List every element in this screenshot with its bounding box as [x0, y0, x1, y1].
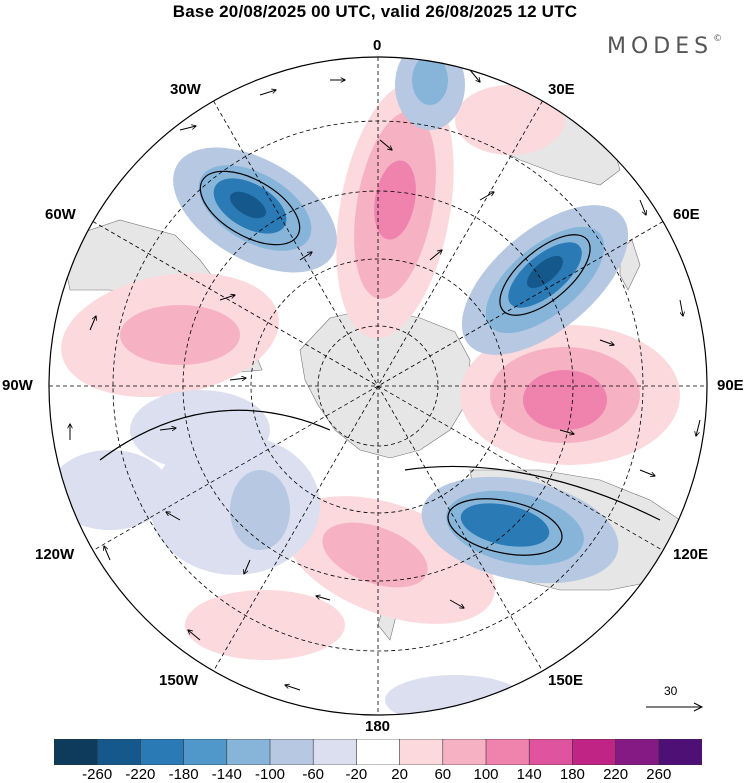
colorbar-bin — [312, 739, 358, 765]
colorbar-bin — [269, 739, 314, 765]
graticule — [49, 57, 707, 715]
modes-logo: MODES© — [607, 34, 722, 59]
colorbar-bin — [96, 739, 142, 765]
colorbar-bin — [140, 739, 185, 765]
colorbar-bin — [226, 739, 271, 765]
colorbar-tick-label: -60 — [302, 766, 325, 783]
colorbar-bin — [54, 739, 98, 765]
lon-label-60e: 60E — [673, 206, 700, 223]
lon-label-120w: 120W — [35, 546, 75, 563]
colorbar-tick-label: -220 — [125, 766, 156, 783]
colorbar-tick-label: -100 — [254, 766, 286, 783]
colorbar-bin — [572, 739, 617, 765]
lon-label-90e: 90E — [717, 377, 744, 394]
polar-map — [48, 56, 708, 716]
lon-label-60w: 60W — [45, 206, 76, 223]
reference-vector-arrow — [646, 702, 704, 712]
colorbar-bin — [615, 739, 660, 765]
colorbar-tick-label: 140 — [516, 766, 542, 783]
colorbar-bin — [183, 739, 228, 765]
colorbar-tick-label: 220 — [603, 766, 629, 783]
streamlines — [99, 170, 661, 556]
lon-label-30e: 30E — [548, 81, 575, 98]
colorbar-tick-label: 60 — [434, 766, 452, 783]
colorbar-bin — [442, 739, 487, 765]
colorbar-bin — [528, 739, 574, 765]
lon-label-150e: 150E — [548, 672, 584, 689]
colorbar-bin — [356, 739, 401, 765]
colorbar-tick-label: 100 — [473, 766, 499, 783]
anomaly-shading — [50, 57, 680, 715]
colorbar-tick-label: 180 — [559, 766, 585, 783]
colorbar — [54, 739, 702, 765]
logo-copyright-mark: © — [713, 34, 723, 44]
colorbar-bin — [399, 739, 444, 765]
lon-label-150w: 150W — [159, 672, 199, 689]
colorbar-tick-label: 260 — [646, 766, 672, 783]
lon-label-90w: 90W — [2, 377, 33, 394]
lon-label-0: 0 — [373, 37, 382, 54]
logo-text: MODES — [607, 34, 714, 59]
colorbar-bin — [485, 739, 530, 765]
reference-vector-value: 30 — [664, 684, 678, 698]
colorbar-tick-label: -20 — [345, 766, 368, 783]
colorbar-tick-label: -260 — [82, 766, 113, 783]
colorbar-tick-label: 20 — [391, 766, 408, 783]
colorbar-tick-label: -180 — [168, 766, 199, 783]
lon-label-180: 180 — [365, 718, 391, 735]
colorbar-bin — [658, 739, 702, 765]
lon-label-30w: 30W — [170, 81, 201, 98]
lon-label-120e: 120E — [673, 546, 709, 563]
colorbar-tick-label: -140 — [211, 766, 242, 783]
plot-title: Base 20/08/2025 00 UTC, valid 26/08/2025… — [172, 2, 578, 21]
map-boundary — [48, 56, 708, 716]
